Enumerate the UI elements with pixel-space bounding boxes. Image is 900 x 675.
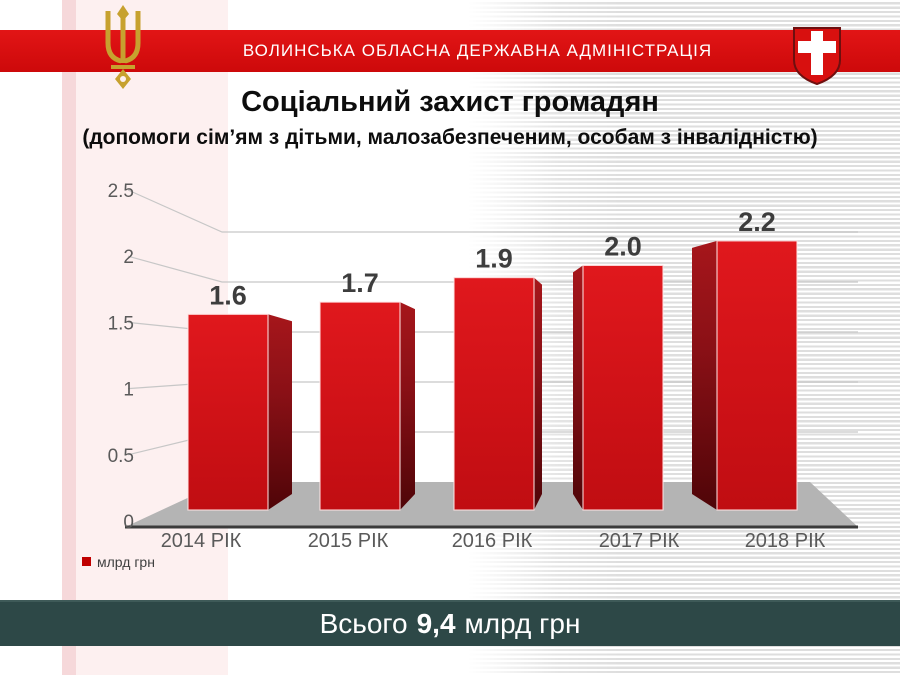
legend-label: млрд грн bbox=[97, 554, 155, 570]
x-axis-label: 2018 РІК bbox=[745, 530, 826, 552]
bar-value-label: 2.0 bbox=[604, 231, 642, 261]
ukraine-trident-icon bbox=[105, 5, 141, 89]
bar-2017 bbox=[582, 264, 664, 511]
axis-labels: 2.5 2 1.5 1 0.5 0 1.6 2014 РІК 1.7 2015 РІК 1.9 201… bbox=[108, 181, 826, 552]
total-value: 9,4 bbox=[416, 608, 456, 639]
bar-2016 bbox=[453, 277, 535, 511]
y-axis-tick: 1 bbox=[123, 380, 134, 401]
y-axis-tick: 0.5 bbox=[108, 446, 134, 467]
bar-side-2017 bbox=[573, 265, 583, 510]
slide-title: Соціальний захист громадян bbox=[241, 86, 659, 118]
y-axis-tick: 0 bbox=[123, 512, 134, 533]
org-name: ВОЛИНСЬКА ОБЛАСНА ДЕРЖАВНА АДМІНІСТРАЦІЯ bbox=[242, 41, 713, 60]
bar-side-2014 bbox=[268, 314, 292, 510]
total-prefix: Всього bbox=[319, 608, 408, 639]
x-axis-label: 2015 РІК bbox=[308, 530, 389, 552]
y-axis-tick: 1.5 bbox=[108, 313, 134, 334]
bar-2018 bbox=[716, 240, 798, 511]
gridline bbox=[127, 189, 858, 233]
bar-side-2015 bbox=[400, 302, 415, 510]
total-suffix: млрд грн bbox=[464, 608, 581, 639]
bar-2014 bbox=[187, 313, 269, 511]
bar-value-label: 1.7 bbox=[341, 268, 379, 298]
slide-subtitle: (допомоги сім’ям з дітьми, малозабезпече… bbox=[82, 126, 818, 149]
x-axis-label: 2016 РІК bbox=[452, 530, 533, 552]
bar-value-label: 1.9 bbox=[475, 244, 513, 274]
total-banner: Всього 9,4 млрд грн bbox=[0, 600, 900, 646]
x-axis-label: 2014 РІК bbox=[161, 530, 242, 552]
legend: млрд грн bbox=[82, 554, 155, 570]
y-axis-tick: 2.5 bbox=[108, 181, 134, 202]
bar-side-2016 bbox=[534, 277, 542, 510]
bar-value-label: 1.6 bbox=[209, 280, 247, 310]
bars bbox=[187, 240, 798, 511]
left-accent-band bbox=[62, 0, 76, 675]
bar-value-label: 2.2 bbox=[738, 207, 776, 237]
bar-2015 bbox=[319, 301, 401, 511]
legend-swatch bbox=[82, 557, 91, 566]
y-axis-tick: 2 bbox=[123, 247, 134, 268]
volyn-coat-of-arms-icon bbox=[793, 27, 841, 86]
x-axis-label: 2017 РІК bbox=[599, 530, 680, 552]
header-band: ВОЛИНСЬКА ОБЛАСНА ДЕРЖАВНА АДМІНІСТРАЦІЯ bbox=[0, 30, 900, 72]
bar-side-2018 bbox=[692, 240, 717, 510]
